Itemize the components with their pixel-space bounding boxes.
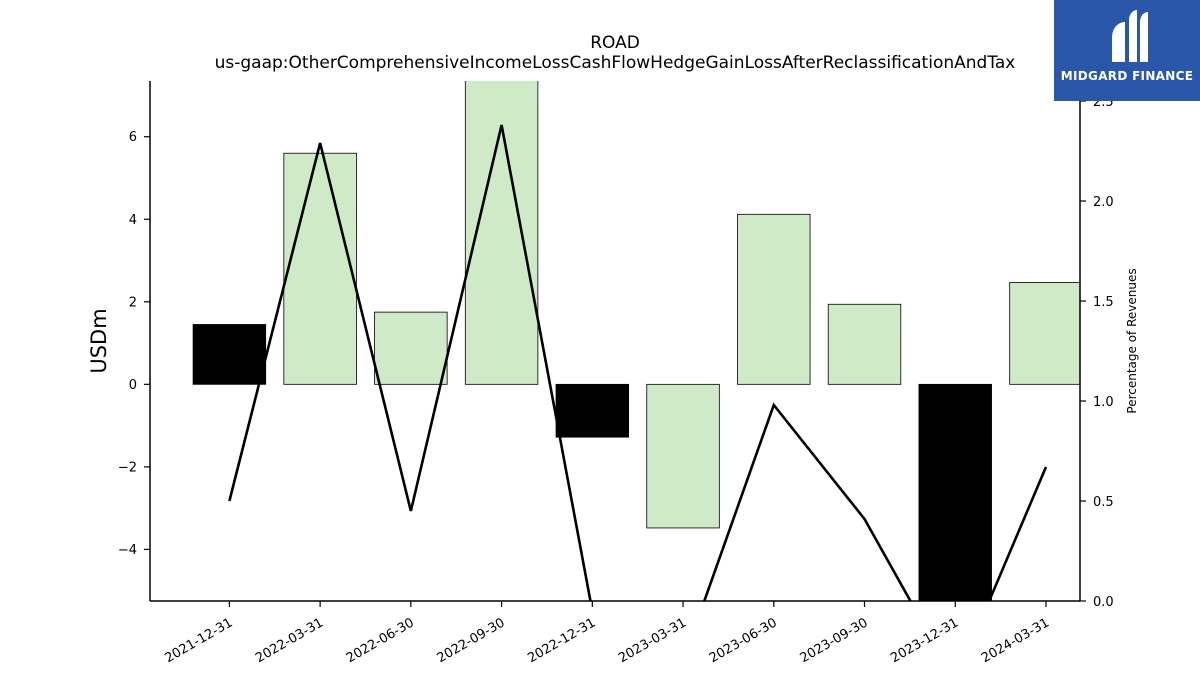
x-tick-label: 2022-09-30 bbox=[435, 615, 508, 666]
bar bbox=[737, 213, 811, 385]
chart-subtitle: us-gaap:OtherComprehensiveIncomeLossCash… bbox=[215, 53, 1016, 73]
axes-group bbox=[149, 81, 1081, 602]
y-tick-label: 0 bbox=[129, 378, 137, 393]
x-tick-label: 2021-12-31 bbox=[162, 615, 235, 666]
x-tick-label: 2023-03-31 bbox=[616, 615, 689, 666]
bar bbox=[374, 311, 448, 385]
bar bbox=[192, 324, 267, 385]
y2-axis-label: Percentage of Revenues bbox=[1125, 268, 1139, 413]
y2-tick-label: 0.5 bbox=[1093, 495, 1114, 510]
chart-title: ROAD bbox=[590, 33, 640, 53]
y-axis-label: USDm bbox=[87, 308, 111, 373]
bar bbox=[918, 383, 992, 601]
x-tick-label: 2022-06-30 bbox=[344, 615, 417, 666]
logo-mark-icon bbox=[1112, 10, 1148, 62]
y-tick-label: 4 bbox=[129, 213, 137, 228]
y-tick-label: 6 bbox=[129, 130, 137, 145]
y-tick-label: 2 bbox=[129, 295, 137, 310]
y-ticks: −4 −2 0 2 4 6 bbox=[118, 130, 150, 558]
x-tick-label: 2024-03-31 bbox=[979, 615, 1052, 666]
y-tick-label: −2 bbox=[118, 460, 137, 475]
logo-text: MIDGARD FINANCE bbox=[1060, 69, 1194, 83]
bar bbox=[555, 383, 630, 438]
bars-group bbox=[192, 81, 1080, 601]
x-tick-label: 2022-12-31 bbox=[525, 615, 598, 666]
line-group bbox=[228, 124, 1048, 601]
bar bbox=[283, 152, 357, 385]
midgard-finance-logo: MIDGARD FINANCE bbox=[1054, 0, 1200, 101]
y2-tick-label: 1.5 bbox=[1093, 295, 1114, 310]
x-tick-label: 2022-03-31 bbox=[253, 615, 326, 666]
bar bbox=[646, 383, 720, 529]
y2-tick-label: 1.0 bbox=[1093, 395, 1114, 410]
series-line bbox=[228, 124, 1048, 601]
y2-ticks: 0.00.51.01.52.02.5 bbox=[1080, 95, 1114, 610]
bar bbox=[827, 303, 902, 385]
x-tick-label: 2023-09-30 bbox=[798, 615, 871, 666]
x-ticks: 2021-12-31 2022-03-31 2022-06-30 2022-09-30… bbox=[162, 601, 1052, 666]
y-tick-label: −4 bbox=[118, 543, 137, 558]
x-tick-label: 2023-06-30 bbox=[707, 615, 780, 666]
y2-tick-label: 0.0 bbox=[1093, 595, 1114, 610]
y2-tick-label: 2.0 bbox=[1093, 195, 1114, 210]
x-tick-label: 2023-12-31 bbox=[888, 615, 961, 666]
bar bbox=[1009, 281, 1080, 385]
